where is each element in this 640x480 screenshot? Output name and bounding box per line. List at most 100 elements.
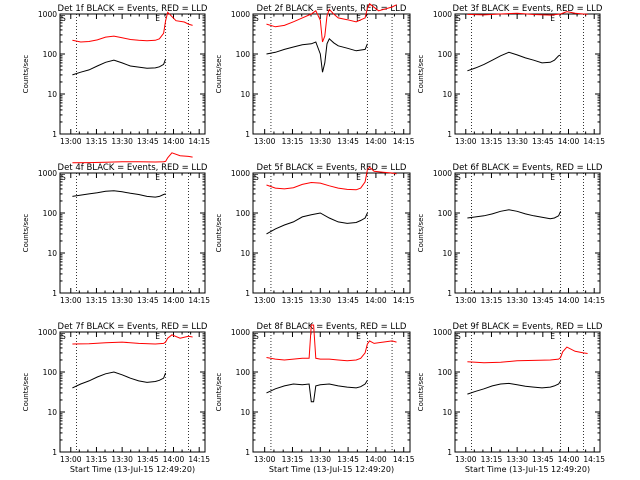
chart-panel-5: Det 5f BLACK = Events, RED = LLD Counts/s… bbox=[215, 163, 415, 305]
y-tick-label: 10 bbox=[47, 249, 57, 258]
y-tick-label: 100 bbox=[438, 50, 453, 59]
x-tick-label: 13:45 bbox=[532, 296, 554, 305]
x-tick-label: 13:45 bbox=[532, 137, 554, 146]
series-line-lld bbox=[467, 11, 588, 16]
plot-frame bbox=[252, 331, 411, 453]
x-tick-label: 13:30 bbox=[309, 137, 331, 146]
chart-panel-8: Det 8f BLACK = Events, RED = LLD Counts/s… bbox=[215, 322, 415, 474]
y-tick-label: 100 bbox=[236, 209, 251, 218]
x-tick-label: 13:45 bbox=[337, 296, 359, 305]
y-axis-label: Counts/sec bbox=[215, 214, 223, 253]
series-line-events bbox=[266, 380, 368, 403]
chart-title: Det 6f BLACK = Events, RED = LLD bbox=[453, 163, 603, 173]
y-tick-label: 1 bbox=[245, 289, 250, 298]
x-tick-label: 14:15 bbox=[393, 296, 415, 305]
x-tick-label: 13:00 bbox=[455, 455, 477, 464]
event-marker: E bbox=[155, 14, 160, 23]
event-marker: E bbox=[356, 173, 361, 182]
start-marker: S bbox=[254, 332, 259, 341]
y-tick-label: 1 bbox=[52, 448, 57, 457]
x-tick-label: 13:00 bbox=[254, 455, 276, 464]
y-tick-label: 1000 bbox=[231, 169, 250, 178]
y-tick-label: 1000 bbox=[433, 169, 452, 178]
start-marker: S bbox=[61, 332, 66, 341]
series-line-lld bbox=[72, 334, 193, 345]
chart-panel-3: Det 3f BLACK = Events, RED = LLD Counts/s… bbox=[417, 4, 605, 146]
series-line-events bbox=[467, 209, 562, 220]
x-tick-label: 14:00 bbox=[365, 137, 387, 146]
x-tick-label: 13:15 bbox=[86, 455, 108, 464]
y-tick-label: 1000 bbox=[231, 10, 250, 19]
y-axis-label: Counts/sec bbox=[417, 373, 425, 412]
chart-title: Det 7f BLACK = Events, RED = LLD bbox=[58, 322, 208, 332]
y-tick-label: 10 bbox=[442, 408, 452, 417]
y-tick-label: 1000 bbox=[38, 169, 57, 178]
x-tick-label: 14:15 bbox=[188, 137, 210, 146]
y-axis-label: Counts/sec bbox=[215, 373, 223, 412]
y-tick-label: 1 bbox=[52, 130, 57, 139]
x-tick-label: 13:45 bbox=[137, 137, 159, 146]
x-tick-label: 14:00 bbox=[365, 455, 387, 464]
x-tick-label: 13:30 bbox=[309, 455, 331, 464]
plot-frame bbox=[59, 331, 206, 453]
y-tick-label: 1 bbox=[245, 130, 250, 139]
y-tick-label: 1 bbox=[245, 448, 250, 457]
plot-frame bbox=[59, 13, 206, 135]
y-axis-label: Counts/sec bbox=[22, 55, 30, 94]
chart-panel-2: Det 2f BLACK = Events, RED = LLD Counts/s… bbox=[215, 3, 415, 146]
plot-frame bbox=[454, 172, 601, 294]
x-tick-label: 13:30 bbox=[506, 137, 528, 146]
x-tick-label: 13:15 bbox=[86, 296, 108, 305]
y-tick-label: 1000 bbox=[433, 10, 452, 19]
x-tick-label: 14:00 bbox=[365, 296, 387, 305]
x-tick-label: 13:15 bbox=[282, 296, 304, 305]
x-tick-label: 14:15 bbox=[393, 137, 415, 146]
x-tick-label: 13:00 bbox=[455, 296, 477, 305]
chart-title: Det 9f BLACK = Events, RED = LLD bbox=[453, 322, 603, 332]
start-marker: S bbox=[456, 173, 461, 182]
series-line-events bbox=[266, 37, 368, 73]
y-tick-label: 10 bbox=[240, 408, 250, 417]
x-tick-label: 14:00 bbox=[163, 455, 185, 464]
series-line-lld bbox=[72, 152, 193, 164]
start-marker: S bbox=[61, 173, 66, 182]
y-tick-label: 10 bbox=[442, 249, 452, 258]
x-tick-label: 13:45 bbox=[337, 137, 359, 146]
x-tick-label: 14:00 bbox=[163, 137, 185, 146]
y-axis-label: Counts/sec bbox=[22, 373, 30, 412]
x-tick-label: 13:45 bbox=[137, 296, 159, 305]
x-tick-label: 13:45 bbox=[532, 455, 554, 464]
y-tick-label: 100 bbox=[438, 209, 453, 218]
chart-panel-7: Det 7f BLACK = Events, RED = LLD Counts/s… bbox=[22, 322, 210, 474]
chart-title: Det 4f BLACK = Events, RED = LLD bbox=[58, 163, 208, 173]
x-tick-label: 13:45 bbox=[337, 455, 359, 464]
x-tick-label: 13:30 bbox=[506, 296, 528, 305]
y-tick-label: 100 bbox=[43, 368, 58, 377]
x-tick-label: 14:15 bbox=[188, 455, 210, 464]
y-tick-label: 1 bbox=[52, 289, 57, 298]
x-tick-label: 13:00 bbox=[254, 296, 276, 305]
chart-title: Det 1f BLACK = Events, RED = LLD bbox=[58, 4, 208, 14]
series-line-lld bbox=[72, 11, 193, 43]
chart-title: Det 2f BLACK = Events, RED = LLD bbox=[257, 4, 407, 14]
x-tick-label: 13:00 bbox=[60, 137, 82, 146]
y-tick-label: 1 bbox=[447, 289, 452, 298]
x-tick-label: 14:00 bbox=[558, 137, 580, 146]
y-tick-label: 100 bbox=[43, 209, 58, 218]
x-tick-label: 13:30 bbox=[111, 296, 133, 305]
x-tick-label: 13:00 bbox=[254, 137, 276, 146]
event-marker: E bbox=[155, 173, 160, 182]
x-tick-label: 14:15 bbox=[188, 296, 210, 305]
x-tick-label: 13:15 bbox=[481, 455, 503, 464]
plot-frame bbox=[454, 331, 601, 453]
y-tick-label: 1 bbox=[447, 448, 452, 457]
y-tick-label: 10 bbox=[240, 249, 250, 258]
series-line-events bbox=[72, 371, 167, 389]
y-tick-label: 10 bbox=[47, 90, 57, 99]
x-axis-label: Start Time (13-Jul-15 12:49:20) bbox=[269, 465, 394, 474]
series-line-lld bbox=[467, 346, 588, 364]
y-axis-label: Counts/sec bbox=[417, 214, 425, 253]
y-tick-label: 1000 bbox=[433, 328, 452, 337]
y-axis-label: Counts/sec bbox=[215, 55, 223, 94]
x-tick-label: 13:00 bbox=[60, 296, 82, 305]
